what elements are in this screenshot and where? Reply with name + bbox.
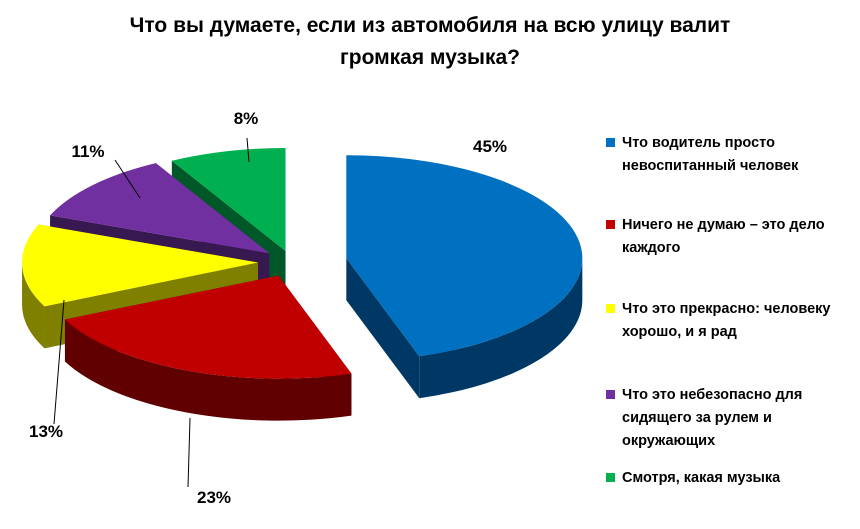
legend-label: Что это прекрасно: человеку хорошо, и я … (622, 301, 831, 340)
pie-slice-3 (22, 224, 259, 307)
data-label-5: 8% (234, 109, 259, 128)
chart-title: Что вы думаете, если из автомобиля на вс… (129, 14, 731, 69)
data-label-4: 11% (71, 142, 104, 161)
pie-slice-2 (64, 275, 352, 379)
legend-item: Что это небезопасно для сидящего за руле… (606, 384, 856, 453)
legend-item: Что это прекрасно: человеку хорошо, и я … (606, 298, 856, 344)
leader-line-2 (187, 417, 191, 488)
legend-swatch (606, 473, 615, 482)
pie-slice-1 (346, 155, 583, 357)
legend-swatch (606, 138, 615, 147)
slice-wall-1-end (346, 258, 420, 399)
pie-tops (22, 148, 583, 379)
leader-line-5 (246, 137, 250, 163)
leader-line-4 (114, 159, 141, 199)
data-label-3: 13% (29, 422, 63, 441)
legend-label: Смотря, какая музыка (622, 470, 781, 486)
pie-leader-lines (53, 137, 250, 488)
legend-item: Смотря, какая музыка (606, 467, 856, 490)
pie-value-labels: 45% 23% 13% 11% 8% (29, 109, 507, 507)
pie-slice-5 (171, 148, 286, 252)
legend-label: Ничего не думаю – это дело каждого (622, 217, 825, 256)
slice-side-2 (64, 319, 352, 421)
legend-swatch (606, 220, 615, 229)
legend-label: Что это небезопасно для сидящего за руле… (622, 387, 803, 449)
legend-label: Что водитель просто невоспитанный челове… (622, 135, 799, 174)
pie-slice-4 (50, 163, 270, 254)
legend-item: Ничего не думаю – это дело каждого (606, 214, 856, 260)
data-label-1: 45% (473, 137, 507, 156)
leader-line-3 (53, 299, 65, 425)
legend-swatch (606, 304, 615, 313)
slice-side-3 (22, 262, 45, 349)
legend-swatch (606, 390, 615, 399)
legend-item: Что водитель просто невоспитанный челове… (606, 132, 856, 178)
slice-side-1 (419, 258, 583, 399)
data-label-2: 23% (197, 488, 231, 507)
